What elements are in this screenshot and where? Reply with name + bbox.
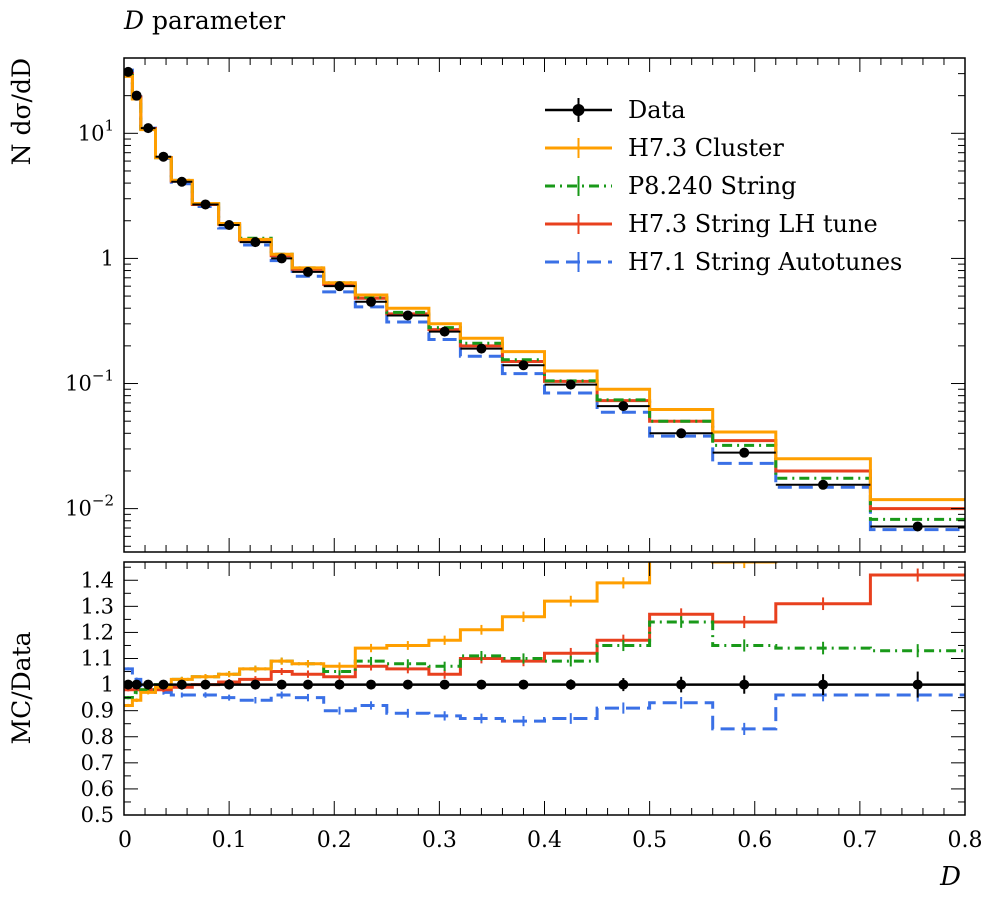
data-ratio-point — [250, 679, 261, 690]
main-plot-frame — [123, 57, 966, 553]
legend-label: P8.240 String — [628, 172, 797, 200]
x-tick-label: 0.2 — [317, 828, 352, 853]
data-point — [131, 90, 142, 101]
data-point — [439, 326, 450, 337]
ratio-y-axis-label: MC/Data — [7, 631, 36, 744]
legend-marker — [572, 104, 585, 116]
main-line-h7-3-string-lh-tune — [124, 72, 965, 511]
legend-item-data: Data — [545, 96, 686, 124]
data-point — [276, 253, 287, 264]
data-ratio-point — [200, 679, 211, 690]
data-point — [250, 237, 261, 248]
data-ratio-point — [476, 679, 487, 690]
ratio-y-tick-label: 1.1 — [81, 647, 114, 671]
ratio-line-h7-3-string-lh-tune — [124, 573, 965, 692]
data-ratio-point — [334, 679, 345, 690]
data-ratio-point — [565, 679, 576, 690]
data-ratio-point — [739, 679, 750, 690]
data-ratio-point — [912, 679, 923, 690]
legend-label: H7.1 String Autotunes — [628, 248, 902, 276]
x-tick-label: 0.1 — [212, 828, 247, 853]
data-point — [366, 296, 377, 307]
data-point — [124, 66, 134, 77]
ratio-y-tick-label: 1.3 — [81, 594, 114, 618]
data-ratio-point — [402, 679, 413, 690]
legend-label: H7.3 Cluster — [628, 134, 784, 162]
data-point — [224, 219, 235, 230]
x-tick-label: 0.6 — [737, 828, 772, 853]
chart-title: D parameter — [124, 6, 285, 35]
main-line-h7-1-string-autotunes — [124, 68, 965, 532]
data-ratio-point — [143, 679, 154, 690]
legend-item-h7-3-cluster: H7.3 Cluster — [545, 134, 784, 162]
ratio-y-tick-label: 0.5 — [81, 803, 114, 827]
title-text: parameter — [152, 6, 286, 35]
axis-ticks: 0 0.1 0.2 0.3 0.4 0.5 0.6 0.7 0.8D10−210−111010.… — [7, 57, 983, 892]
data-ratio-point — [158, 679, 169, 690]
y-tick-label: 10−1 — [65, 367, 114, 396]
data-point — [818, 479, 829, 490]
legend-item-h7-3-string-lh-tune: H7.3 String LH tune — [545, 210, 878, 238]
data-ratio-point — [176, 679, 187, 690]
legend-item-h7-1-string-autotunes: H7.1 String Autotunes — [545, 248, 902, 276]
legend-item-p8-240-string: P8.240 String — [545, 172, 797, 200]
data-ratio-point — [518, 679, 529, 690]
data-point — [143, 123, 154, 134]
data-ratio-point — [366, 679, 377, 690]
data-ratio-point — [439, 679, 450, 690]
data-ratio-point — [676, 679, 687, 690]
data-ratio-point — [818, 679, 829, 690]
data-point — [200, 199, 211, 210]
data-ratio-point — [224, 679, 235, 690]
data-point — [912, 521, 923, 532]
ratio-y-tick-label: 0.8 — [81, 725, 114, 749]
data-point — [176, 176, 187, 187]
x-tick-label: 0.8 — [948, 828, 983, 853]
x-tick-label: 0 — [118, 828, 132, 853]
legend-label: H7.3 String LH tune — [628, 210, 878, 238]
data-ratio-point — [618, 679, 629, 690]
ratio-y-tick-label: 0.7 — [81, 751, 114, 775]
x-axis-label: D — [939, 862, 961, 892]
ratio-line-h7-3-cluster — [124, 562, 778, 707]
ratio-y-tick-label: 1.2 — [81, 620, 114, 644]
data-point — [739, 447, 750, 458]
title-symbol: D — [124, 6, 145, 35]
legend: Data H7.3 Cluster P8.240 String H7.3 String… — [545, 96, 902, 276]
ratio-y-tick-label: 1.4 — [81, 568, 114, 592]
data-point — [565, 379, 576, 390]
x-tick-label: 0.5 — [632, 828, 667, 853]
main-series-group — [124, 66, 965, 532]
data-point — [518, 360, 529, 371]
data-point — [158, 151, 169, 162]
ratio-y-tick-label: 0.9 — [81, 699, 114, 723]
data-point — [476, 343, 487, 354]
data-point — [676, 428, 687, 439]
ratio-y-tick-label: 0.6 — [81, 777, 114, 801]
ratio-y-tick-label: 1 — [101, 673, 114, 697]
data-ratio-point — [276, 679, 287, 690]
ratio-line-h7-1-string-autotunes — [124, 667, 965, 731]
legend-label: Data — [628, 96, 686, 124]
y-tick-label: 10−2 — [65, 492, 114, 521]
data-ratio-point — [302, 679, 313, 690]
x-tick-label: 0.3 — [422, 828, 457, 853]
y-tick-label: 1 — [101, 246, 114, 270]
main-line-h7-3-cluster — [124, 74, 965, 502]
y-tick-label: 101 — [78, 116, 114, 145]
data-point — [402, 310, 413, 321]
main-line-p8-240-string — [124, 74, 965, 521]
data-point — [302, 266, 313, 277]
x-tick-label: 0.7 — [842, 828, 877, 853]
data-point — [618, 401, 629, 412]
x-tick-label: 0.4 — [527, 828, 562, 853]
data-point — [334, 281, 345, 292]
y-axis-label: N dσ/dD — [7, 58, 36, 165]
